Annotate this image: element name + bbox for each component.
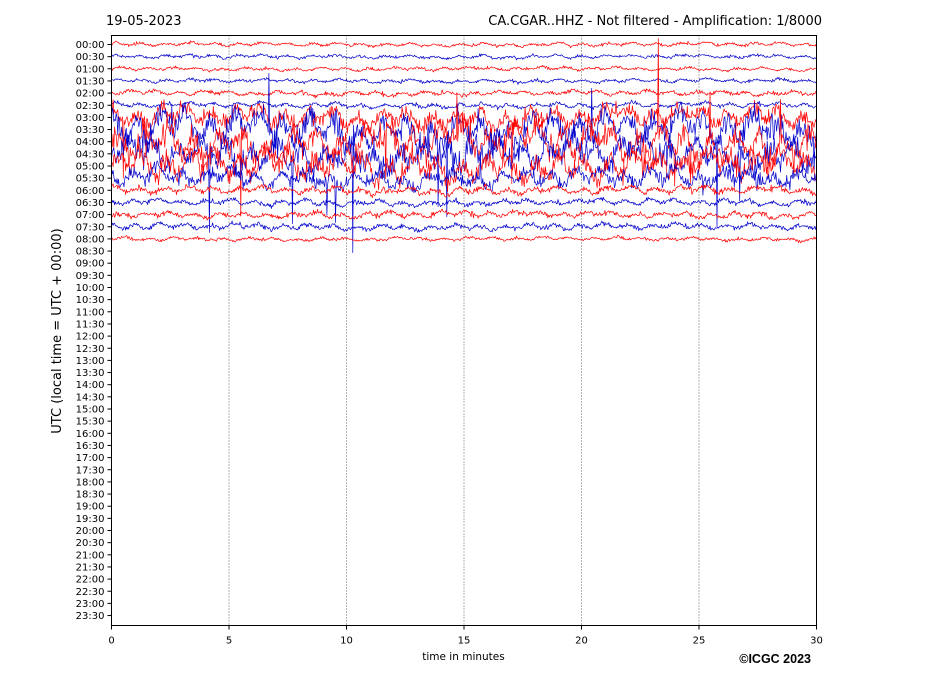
y-tick-label: 03:30 [76,125,105,136]
copyright-label: ©ICGC 2023 [739,652,811,666]
y-tick-label: 11:00 [76,307,105,318]
trace-line [111,123,817,233]
y-tick-label: 07:00 [76,210,105,221]
y-tick-label: 01:30 [76,76,105,87]
y-axis-label: UTC (local time = UTC + 00:00) [50,228,65,433]
trace-line [111,151,817,223]
y-tick-label: 18:00 [76,477,105,488]
x-tick-label: 25 [693,636,706,647]
trace-line [111,40,817,49]
trace-line [111,196,817,209]
trace-line [111,53,817,61]
x-tick-label: 0 [108,636,114,647]
y-tick-label: 01:00 [76,64,105,75]
y-tick-label: 08:30 [76,247,105,258]
y-tick-label: 17:00 [76,453,105,464]
y-tick-label: 16:30 [76,441,105,452]
x-axis-label: time in minutes [422,651,504,663]
y-tick-label: 14:30 [76,392,105,403]
x-tick-label: 15 [458,636,471,647]
y-tick-label: 03:00 [76,113,105,124]
y-tick-label: 04:00 [76,137,105,148]
trace-line [111,65,817,73]
y-tick-label: 21:00 [76,550,105,561]
y-tick-label: 20:30 [76,538,105,549]
trace-line [111,73,817,253]
y-tick-label: 05:00 [76,162,105,173]
y-tick-label: 10:00 [76,283,105,294]
y-tick-label: 19:30 [76,514,105,525]
y-tick-label: 17:30 [76,465,105,476]
y-tick-label: 22:00 [76,575,105,586]
y-tick-label: 10:30 [76,295,105,306]
y-tick-label: 18:30 [76,490,105,501]
y-tick-label: 09:30 [76,271,105,282]
y-tick-label: 23:00 [76,599,105,610]
chart-title: CA.CGAR..HHZ - Not filtered - Amplificat… [488,14,822,29]
y-tick-label: 07:30 [76,222,105,233]
y-tick-label: 15:00 [76,405,105,416]
trace-line [111,141,817,193]
trace-line [111,99,817,111]
y-tick-label: 06:30 [76,198,105,209]
plot-frame [111,35,817,626]
y-tick-label: 02:30 [76,101,105,112]
x-tick-label: 5 [226,636,232,647]
y-tick-label: 00:30 [76,52,105,63]
y-tick-label: 21:30 [76,562,105,573]
trace-line [111,183,817,199]
y-tick-label: 22:30 [76,587,105,598]
y-tick-label: 13:30 [76,368,105,379]
y-tick-label: 06:00 [76,186,105,197]
x-tick-label: 20 [575,636,588,647]
vertical-gridlines [228,35,700,626]
y-tick-label: 09:00 [76,259,105,270]
trace-line [111,76,817,85]
y-tick-label: 16:00 [76,429,105,440]
y-tick-label: 20:00 [76,526,105,537]
seismic-traces [111,38,817,253]
trace-line [111,220,817,233]
x-tick-label: 30 [810,636,823,647]
y-tick-label: 08:00 [76,234,105,245]
y-tick-label: 11:30 [76,319,105,330]
trace-line [111,234,817,244]
y-tick-label: 14:00 [76,380,105,391]
trace-line [111,38,817,217]
y-tick-label: 15:30 [76,417,105,428]
x-tick-label: 10 [340,636,353,647]
y-tick-label: 00:00 [76,40,105,51]
y-tick-label: 02:00 [76,89,105,100]
y-tick-label: 12:00 [76,332,105,343]
trace-line [111,88,817,99]
y-tick-label: 05:30 [76,174,105,185]
trace-line [111,208,817,221]
y-tick-label: 19:00 [76,502,105,513]
x-axis-ticks: 0 5 10 15 20 25 30 [108,625,823,647]
y-tick-label: 04:30 [76,149,105,160]
y-tick-label: 23:30 [76,611,105,622]
y-tick-label: 13:00 [76,356,105,367]
y-tick-label: 12:30 [76,344,105,355]
date-label: 19-05-2023 [106,14,182,29]
